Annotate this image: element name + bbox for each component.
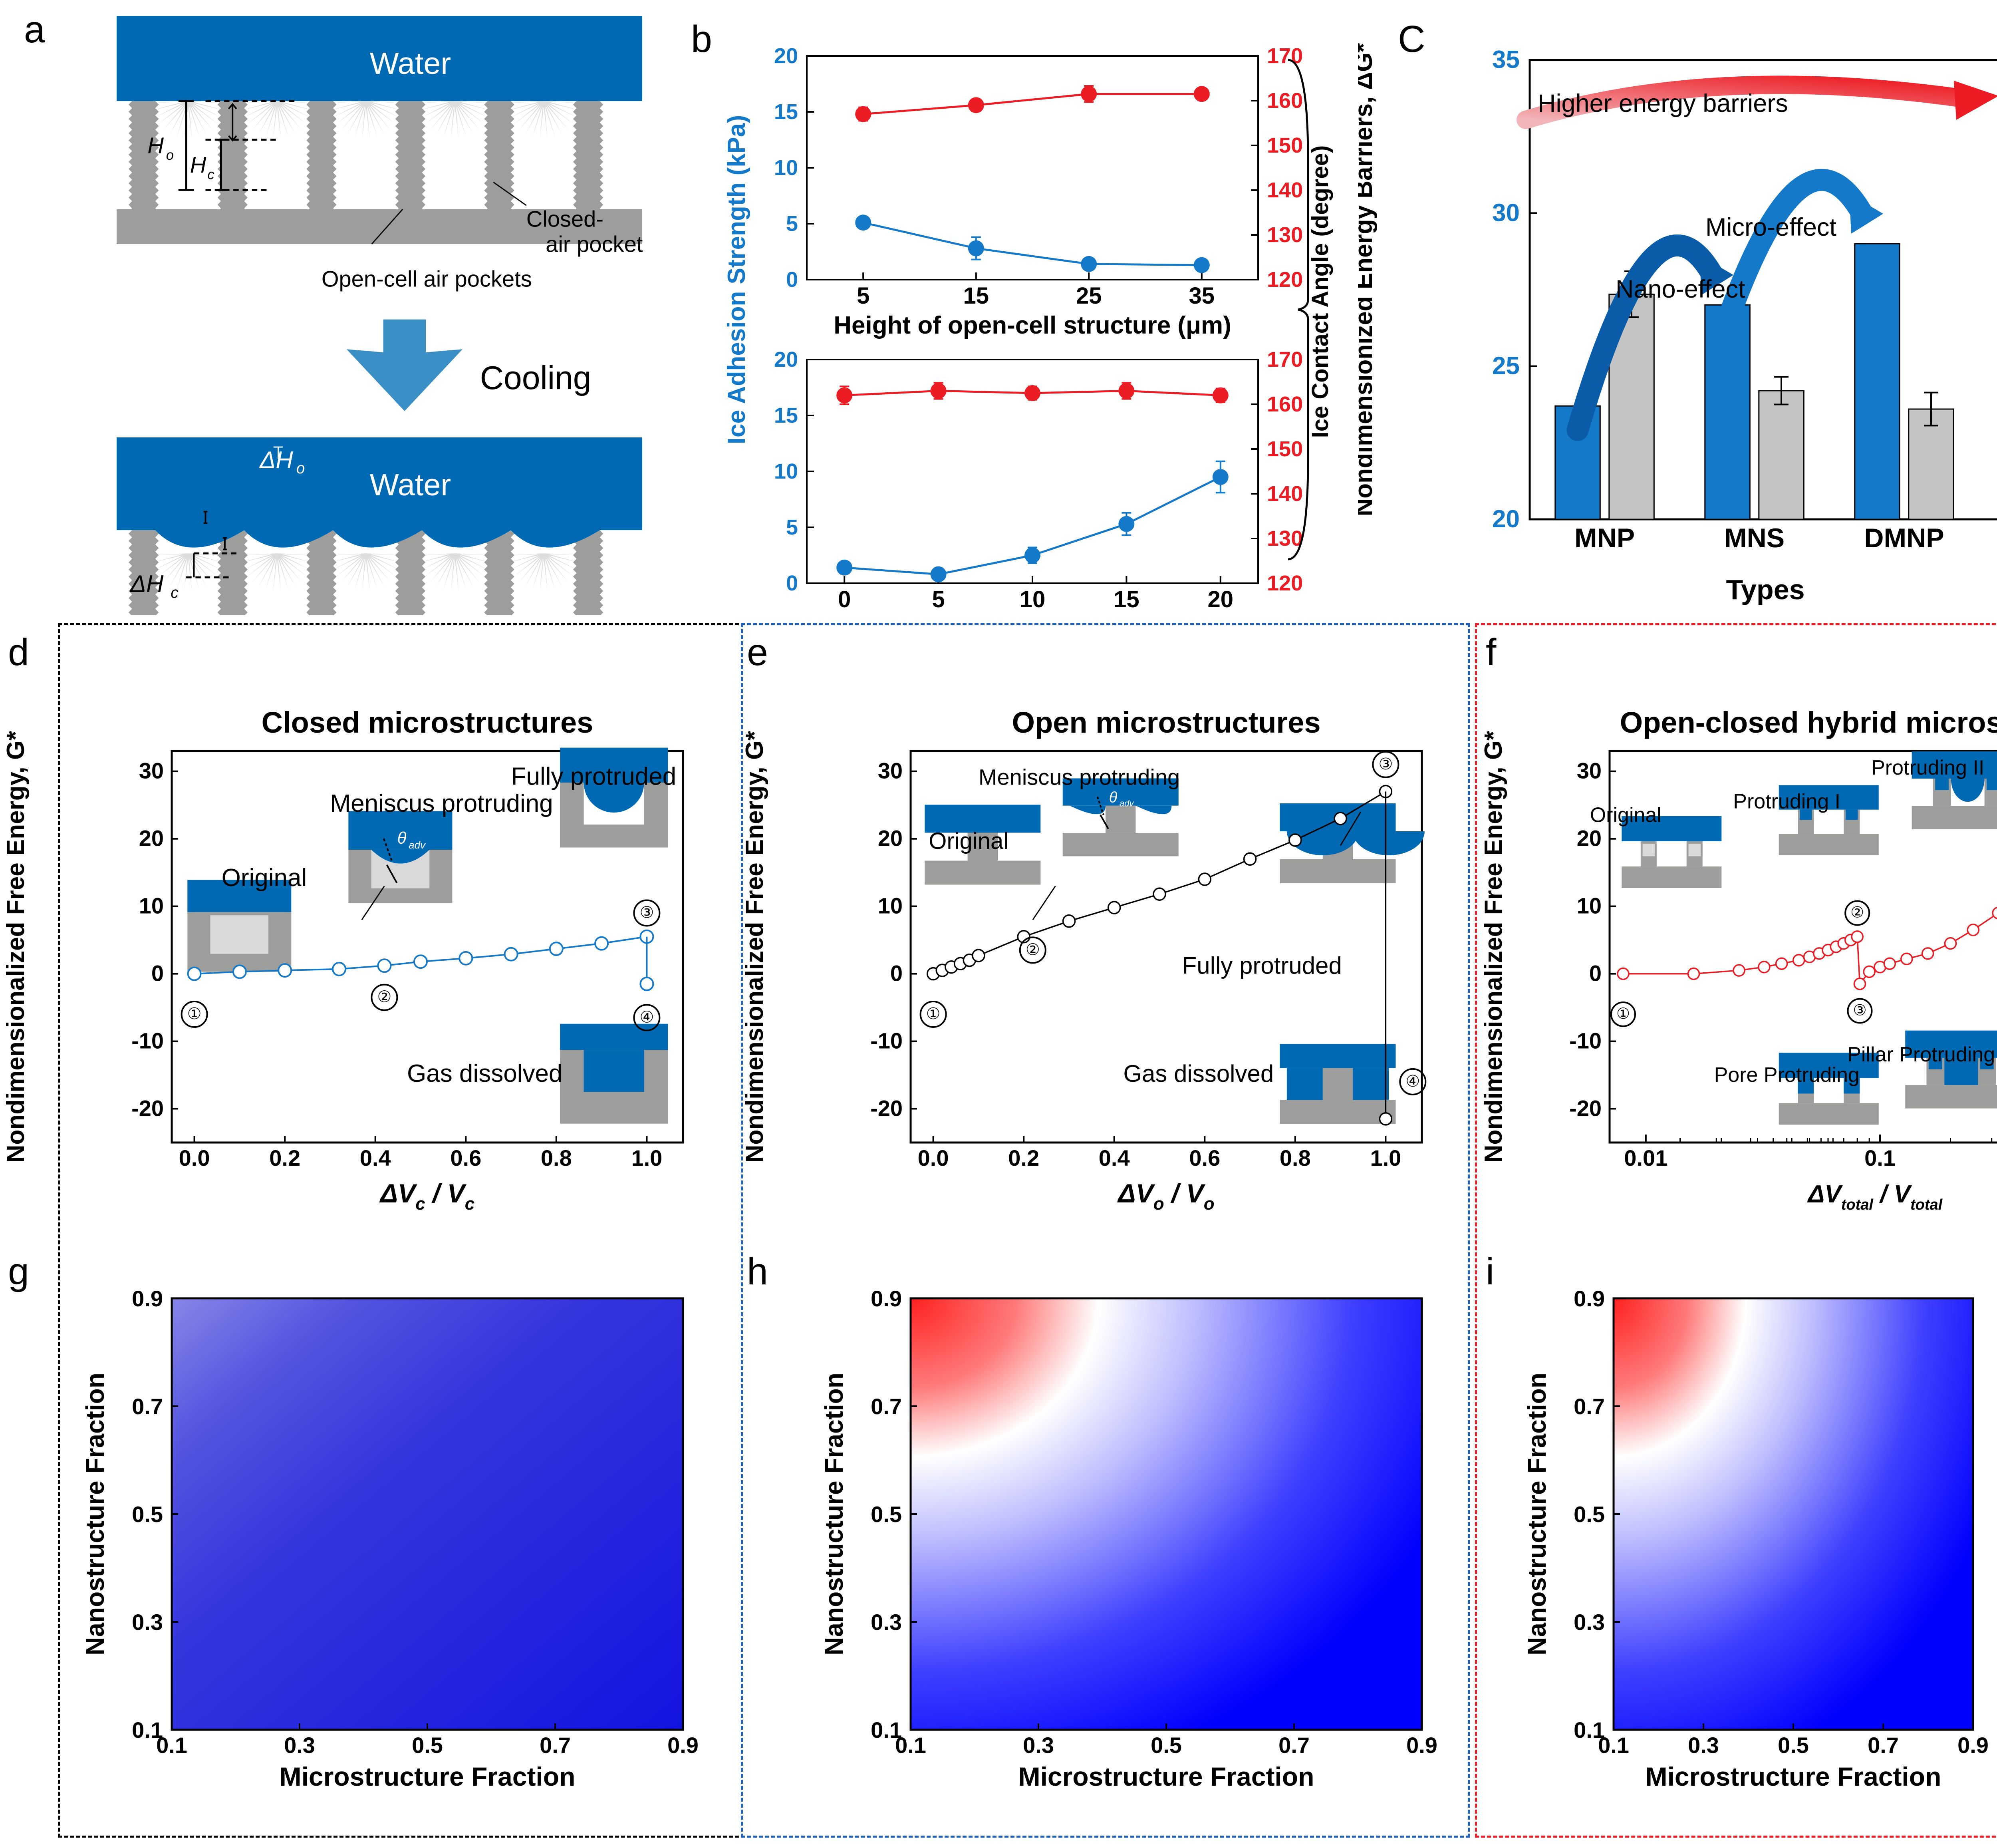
svg-text:Nondimensionized Energy Barrie: Nondimensionized Energy Barriers, ΔG* xyxy=(1358,43,1378,517)
svg-text:C: C xyxy=(1398,18,1425,60)
svg-text:15: 15 xyxy=(963,283,989,309)
svg-text:Micro-effect: Micro-effect xyxy=(1705,213,1836,241)
svg-text:170: 170 xyxy=(1267,44,1303,68)
svg-text:160: 160 xyxy=(1267,392,1303,416)
svg-text:5: 5 xyxy=(932,586,945,612)
svg-text:25: 25 xyxy=(1492,352,1520,380)
svg-text:5: 5 xyxy=(857,283,869,309)
svg-text:25: 25 xyxy=(1076,283,1102,309)
svg-text:0: 0 xyxy=(838,586,851,612)
svg-text:15: 15 xyxy=(774,100,798,124)
svg-text:120: 120 xyxy=(1267,571,1303,595)
svg-text:10: 10 xyxy=(774,156,798,180)
svg-text:150: 150 xyxy=(1267,437,1303,461)
svg-text:H: H xyxy=(147,133,164,158)
svg-text:Types: Types xyxy=(1726,574,1804,605)
svg-text:120: 120 xyxy=(1267,268,1303,292)
svg-text:0: 0 xyxy=(786,571,798,595)
svg-text:10: 10 xyxy=(774,459,798,483)
svg-text:20: 20 xyxy=(1208,586,1234,612)
svg-text:Water: Water xyxy=(370,468,451,502)
svg-text:ΔH: ΔH xyxy=(259,447,293,473)
svg-text:DMNP: DMNP xyxy=(1864,523,1944,553)
svg-text:c: c xyxy=(171,584,178,601)
svg-text:10: 10 xyxy=(1020,586,1046,612)
svg-text:170: 170 xyxy=(1267,348,1303,372)
svg-text:Closed-: Closed- xyxy=(526,206,603,231)
svg-text:Water: Water xyxy=(370,46,451,81)
svg-text:H: H xyxy=(190,152,206,177)
svg-text:MNP: MNP xyxy=(1574,523,1635,553)
svg-text:20: 20 xyxy=(774,348,798,372)
svg-text:160: 160 xyxy=(1267,89,1303,113)
svg-text:0: 0 xyxy=(786,268,798,292)
svg-text:130: 130 xyxy=(1267,527,1303,550)
svg-text:30: 30 xyxy=(1492,199,1520,227)
svg-text:air pocket: air pocket xyxy=(546,231,643,256)
svg-text:Depth of closed-cell structure: Depth of closed-cell structure (μm) xyxy=(828,615,1238,619)
svg-text:5: 5 xyxy=(786,212,798,236)
svg-text:o: o xyxy=(296,460,305,477)
svg-text:Ice Contact Angle (degree): Ice Contact Angle (degree) xyxy=(1307,145,1333,438)
svg-text:130: 130 xyxy=(1267,223,1303,247)
svg-text:150: 150 xyxy=(1267,133,1303,157)
svg-text:b: b xyxy=(691,18,712,60)
svg-text:ΔH: ΔH xyxy=(129,570,164,597)
svg-text:Nano-effect: Nano-effect xyxy=(1616,275,1745,303)
svg-text:Cooling: Cooling xyxy=(480,360,592,396)
svg-text:15: 15 xyxy=(1114,586,1139,612)
svg-text:Height of open-cell structure: Height of open-cell structure (μm) xyxy=(834,312,1231,339)
svg-text:Open-cell air pockets: Open-cell air pockets xyxy=(322,266,532,291)
svg-text:140: 140 xyxy=(1267,178,1303,202)
svg-text:o: o xyxy=(166,147,174,163)
svg-text:15: 15 xyxy=(774,403,798,427)
svg-text:Higher energy barriers: Higher energy barriers xyxy=(1538,89,1788,117)
svg-text:d: d xyxy=(8,631,29,674)
svg-text:g: g xyxy=(8,1250,29,1293)
svg-text:20: 20 xyxy=(1492,505,1520,533)
svg-text:Ice Adhesion Strength (kPa): Ice Adhesion Strength (kPa) xyxy=(723,115,750,445)
svg-text:c: c xyxy=(207,167,214,182)
svg-text:35: 35 xyxy=(1492,46,1520,74)
svg-text:140: 140 xyxy=(1267,482,1303,506)
svg-text:35: 35 xyxy=(1189,283,1215,309)
svg-text:20: 20 xyxy=(774,44,798,68)
svg-text:MNS: MNS xyxy=(1724,523,1785,553)
svg-text:Nondimensionalized Free Energy: Nondimensionalized Free Energy, G* xyxy=(2,731,30,1163)
svg-text:5: 5 xyxy=(786,515,798,539)
